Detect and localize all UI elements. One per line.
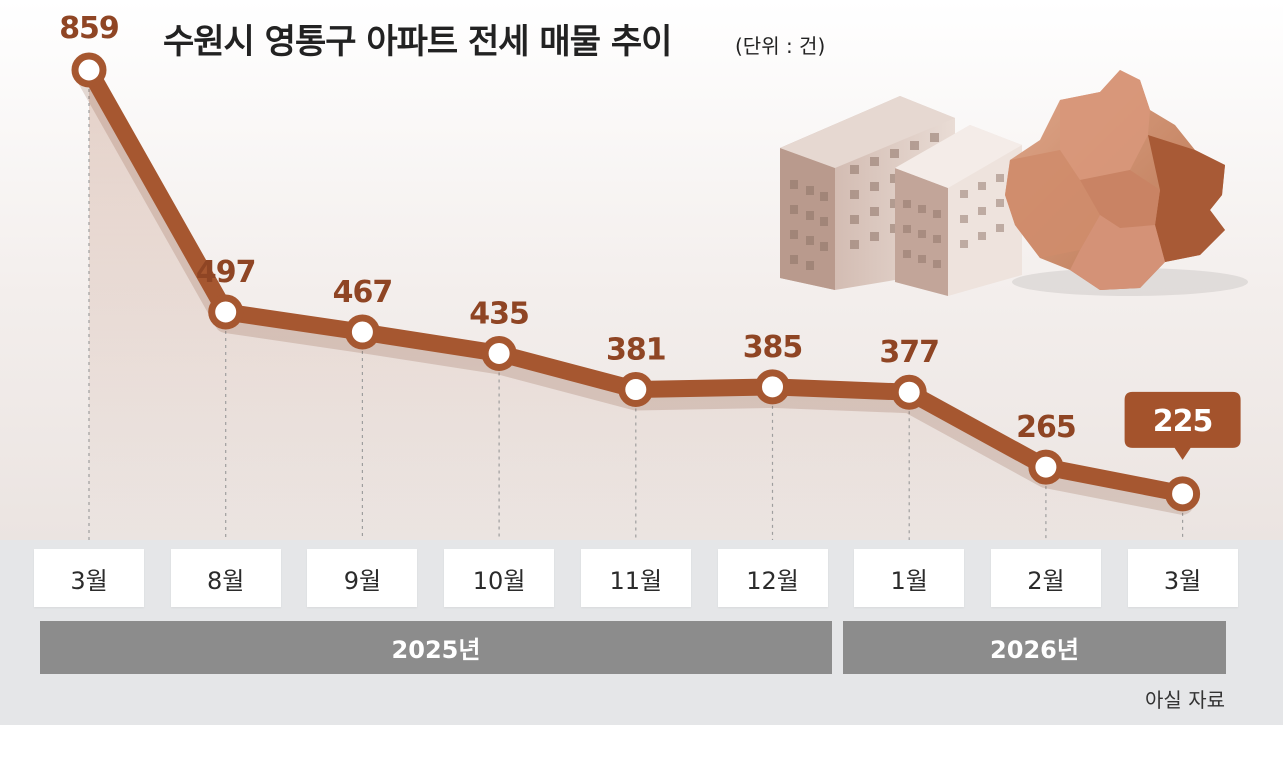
data-point bbox=[1028, 449, 1064, 485]
line-chart: 859 497 467 435 381 385 377 265 225 bbox=[59, 11, 1248, 540]
data-point bbox=[891, 374, 927, 410]
data-label: 385 bbox=[743, 330, 803, 365]
highlight-callout bbox=[1124, 391, 1241, 460]
x-tick-label: 3월 bbox=[1127, 549, 1238, 607]
data-label: 381 bbox=[606, 333, 666, 368]
data-point bbox=[755, 369, 790, 405]
data-label: 265 bbox=[1016, 410, 1076, 445]
x-tick-label: 8월 bbox=[170, 549, 281, 607]
data-point bbox=[1165, 476, 1201, 512]
data-label: 435 bbox=[469, 296, 529, 331]
district-map-icon bbox=[1005, 70, 1248, 296]
x-tick-label: 1월 bbox=[854, 549, 965, 607]
data-point bbox=[208, 294, 244, 330]
x-tick-label: 2월 bbox=[990, 549, 1101, 607]
source-note: 아실 자료 bbox=[1145, 688, 1225, 712]
data-point bbox=[481, 335, 517, 371]
data-label: 377 bbox=[879, 335, 939, 370]
apartment-buildings-icon bbox=[780, 96, 1022, 296]
data-label-highlight: 225 bbox=[1153, 404, 1213, 439]
x-tick-label: 10월 bbox=[444, 549, 555, 607]
x-tick-label: 9월 bbox=[307, 549, 418, 607]
data-point bbox=[71, 52, 107, 88]
data-point bbox=[618, 372, 654, 408]
x-tick-label: 3월 bbox=[34, 549, 144, 607]
chart-title: 수원시 영통구 아파트 전세 매물 추이 bbox=[163, 22, 672, 62]
year-bar-2025: 2025년 bbox=[40, 621, 832, 674]
year-bar-2026: 2026년 bbox=[843, 621, 1226, 674]
data-label: 467 bbox=[333, 275, 393, 310]
unit-label: (단위 : 건) bbox=[735, 34, 826, 58]
data-label: 859 bbox=[59, 11, 119, 46]
data-point bbox=[344, 314, 380, 350]
x-tick-label: 11월 bbox=[580, 549, 691, 607]
x-tick-label: 12월 bbox=[717, 549, 828, 607]
data-label: 497 bbox=[196, 255, 256, 290]
